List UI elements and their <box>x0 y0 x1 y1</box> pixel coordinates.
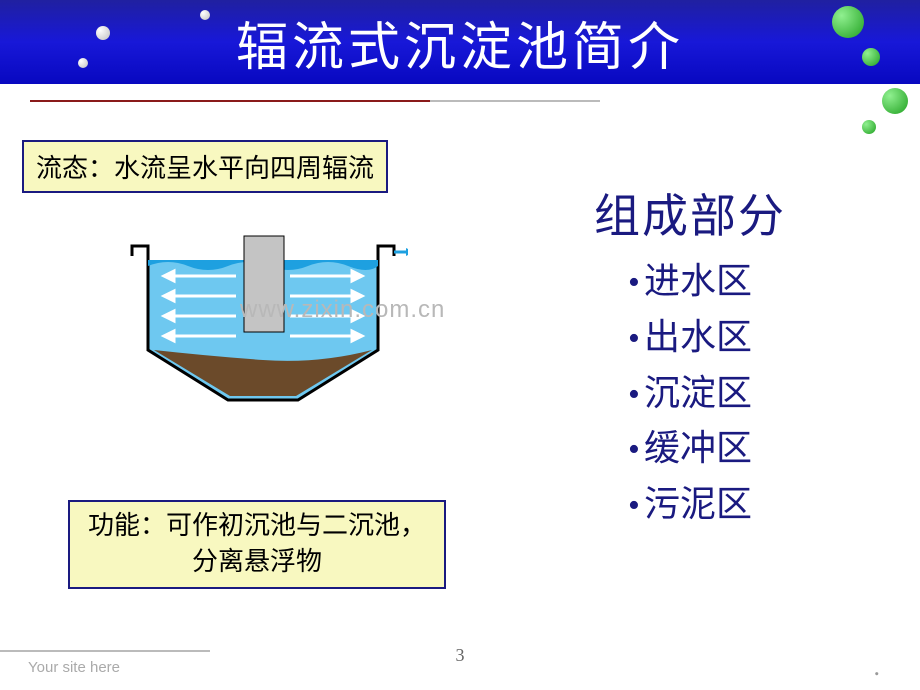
bubble-decor <box>78 58 88 68</box>
slide-header: 辐流式沉淀池简介 <box>0 0 920 84</box>
divider-line <box>30 100 430 102</box>
list-item: 进水区 <box>628 254 752 310</box>
bubble-decor <box>96 26 110 40</box>
function-box: 功能：可作初沉池与二沉池， 分离悬浮物 <box>68 500 446 589</box>
footer-site: Your site here <box>28 659 120 676</box>
bubble-decor <box>862 48 880 66</box>
bubble-decor <box>882 88 908 114</box>
flow-state-box: 流态：水流呈水平向四周辐流 <box>22 140 388 193</box>
function-line2: 分离悬浮物 <box>88 544 426 580</box>
components-list: 进水区 出水区 沉淀区 缓冲区 污泥区 <box>628 254 752 533</box>
list-item: 出水区 <box>628 310 752 366</box>
function-line1: 功能：可作初沉池与二沉池， <box>88 508 426 544</box>
footer-divider <box>0 650 210 652</box>
slide-title: 辐流式沉淀池简介 <box>236 5 684 80</box>
bubble-decor <box>200 10 210 20</box>
bubble-decor <box>832 6 864 38</box>
bubble-decor <box>862 120 876 134</box>
list-item: 污泥区 <box>628 477 752 533</box>
components-panel: 组成部分 进水区 出水区 沉淀区 缓冲区 污泥区 <box>490 180 890 550</box>
flow-state-text: 流态：水流呈水平向四周辐流 <box>36 154 374 183</box>
page-number: 3 <box>456 645 465 666</box>
footer-dot: . <box>874 652 881 682</box>
list-item: 缓冲区 <box>628 421 752 477</box>
components-title: 组成部分 <box>594 180 786 246</box>
watermark-text: www.zixin.com.cn <box>240 296 445 324</box>
divider-line <box>430 100 600 102</box>
tank-diagram <box>118 230 408 440</box>
list-item: 沉淀区 <box>628 366 752 422</box>
